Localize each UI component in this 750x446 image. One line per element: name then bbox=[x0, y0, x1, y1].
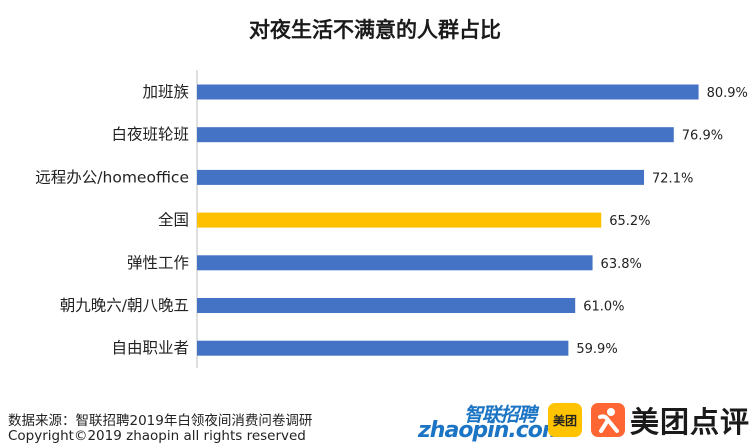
bar-3 bbox=[197, 212, 602, 228]
bar-6 bbox=[197, 340, 569, 356]
bar-4 bbox=[197, 255, 593, 271]
category-label-5: 朝九晚六/朝八晚五 bbox=[60, 297, 189, 315]
value-label-6: 59.9% bbox=[576, 342, 617, 357]
bar-1 bbox=[197, 127, 674, 143]
value-label-5: 61.0% bbox=[583, 300, 624, 315]
category-label-4: 弹性工作 bbox=[127, 254, 189, 272]
copyright-note: Copyright©2019 zhaopin all rights reserv… bbox=[8, 428, 306, 444]
dianping-icon bbox=[591, 403, 625, 437]
value-label-2: 72.1% bbox=[652, 171, 693, 186]
chart-title: 对夜生活不满意的人群占比 bbox=[249, 18, 501, 42]
data-source-note: 数据来源：智联招聘2019年白领夜间消费问卷调研 bbox=[8, 413, 313, 429]
bar-0 bbox=[197, 84, 699, 100]
value-label-0: 80.9% bbox=[707, 86, 748, 101]
zhaopin-logo-en: zhaopin.com bbox=[418, 418, 565, 443]
zhaopin-logo-cn: 智联招聘 bbox=[464, 404, 537, 426]
meituan-dianping-wordmark: 美团点评 bbox=[630, 405, 750, 439]
value-label-3: 65.2% bbox=[609, 214, 650, 229]
meituan-logo: 美团 bbox=[548, 403, 582, 437]
category-label-1: 白夜班轮班 bbox=[111, 126, 189, 144]
bar-5 bbox=[197, 298, 576, 313]
bar-2 bbox=[197, 169, 645, 185]
category-label-0: 加班族 bbox=[142, 83, 189, 101]
zhaopin-logo: 智联招聘 zhaopin.com bbox=[418, 398, 570, 444]
value-label-4: 63.8% bbox=[601, 257, 642, 272]
category-label-2: 远程办公/homeoffice bbox=[35, 168, 189, 186]
category-label-3: 全国 bbox=[158, 211, 189, 229]
meituan-logo-text: 美团 bbox=[552, 413, 577, 428]
category-label-6: 自由职业者 bbox=[111, 339, 189, 357]
value-label-1: 76.9% bbox=[682, 129, 723, 144]
